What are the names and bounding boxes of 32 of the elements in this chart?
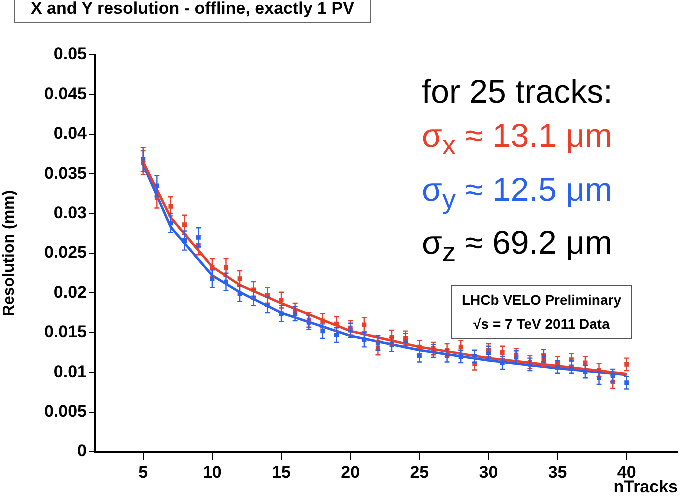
annotation: σ$_{z}$ ≈ 69.2 μm xyxy=(422,223,613,270)
point xyxy=(279,298,284,303)
y-tick-label: 0.025 xyxy=(44,243,87,262)
y-tick-label: 0.03 xyxy=(54,203,87,222)
x-tick-label: 10 xyxy=(202,462,222,482)
x-tick-label: 20 xyxy=(341,462,360,482)
annotation: σ$_{y}$ ≈ 12.5 μm xyxy=(422,170,613,216)
y-tick-label: 0.035 xyxy=(44,164,87,183)
annotation: LHCb VELO Preliminary xyxy=(462,291,622,310)
y-tick-label: 0.015 xyxy=(44,322,87,342)
point xyxy=(279,312,284,316)
annotation: for 25 tracks: xyxy=(422,72,613,112)
annotation: √s = 7 TeV 2011 Data xyxy=(472,315,611,334)
point xyxy=(320,318,326,324)
chart-title: X and Y resolution - offline, exactly 1 PV xyxy=(14,0,372,23)
y-axis-title: Resolution (mm) xyxy=(1,190,18,317)
point xyxy=(168,221,174,226)
point xyxy=(238,292,242,296)
x-tick-label: 25 xyxy=(410,462,430,482)
y-tick-label: 0.005 xyxy=(44,402,87,421)
y-tick-label: 0.04 xyxy=(54,124,88,144)
point xyxy=(168,204,174,209)
x-tick-label: 15 xyxy=(272,462,291,482)
y-tick-label: 0 xyxy=(78,442,87,461)
x-tick-label: 5 xyxy=(138,462,148,482)
y-tick-label: 0.01 xyxy=(54,362,87,382)
y-tick-label: 0.05 xyxy=(54,44,87,64)
annotation: σ$_{x}$ ≈ 13.1 μm xyxy=(422,116,613,163)
y-tick-label: 0.02 xyxy=(54,282,87,302)
y-tick-label: 0.045 xyxy=(44,84,87,104)
x-tick-label: 35 xyxy=(548,462,568,482)
x-tick-label: 30 xyxy=(479,462,498,482)
